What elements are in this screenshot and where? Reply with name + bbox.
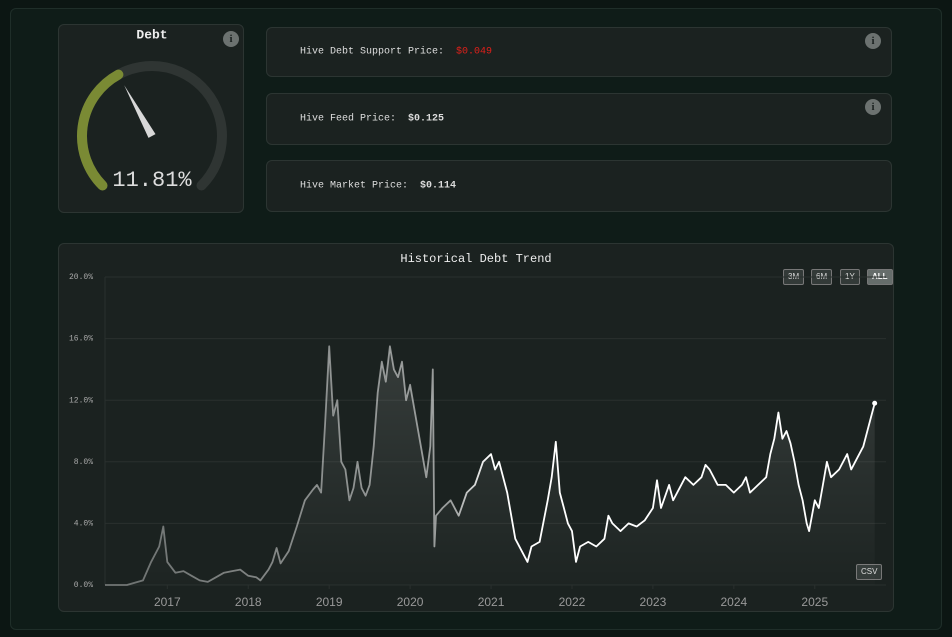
price-card: Hive Market Price: $0.114	[266, 160, 892, 212]
price-value: $0.114	[420, 180, 457, 192]
price-card: Hive Feed Price: $0.125 i	[266, 93, 892, 145]
price-value: $0.125	[408, 113, 445, 125]
price-value: $0.049	[456, 46, 493, 58]
range-button[interactable]: 1Y	[840, 269, 860, 285]
info-icon[interactable]: i	[865, 99, 881, 115]
gauge-title: Debt	[136, 27, 167, 42]
info-icon[interactable]: i	[223, 31, 239, 47]
range-button[interactable]: 3M	[783, 269, 805, 285]
price-label: Hive Market Price:	[300, 180, 409, 192]
price-row: Hive Feed Price: $0.125	[300, 114, 444, 125]
csv-button[interactable]: CSV	[856, 564, 883, 580]
price-row: Hive Market Price: $0.114	[300, 181, 456, 192]
gauge-fill	[77, 69, 124, 191]
gauge: Debt 11.81%	[77, 27, 227, 193]
range-button[interactable]: ALL	[867, 269, 893, 285]
gauge-needle	[124, 85, 156, 138]
price-card: Hive Debt Support Price: $0.049 i	[266, 27, 892, 77]
gauge-value: 11.81%	[112, 168, 192, 193]
price-row: Hive Debt Support Price: $0.049	[300, 47, 492, 58]
range-button[interactable]: 6M	[811, 269, 833, 285]
price-label: Hive Debt Support Price:	[300, 46, 445, 58]
info-icon[interactable]: i	[865, 33, 881, 49]
gauge-card: Debt 11.81% i	[58, 24, 244, 213]
price-label: Hive Feed Price:	[300, 113, 397, 125]
chart-card: 3M 6M 1Y ALL CSV	[58, 243, 894, 612]
